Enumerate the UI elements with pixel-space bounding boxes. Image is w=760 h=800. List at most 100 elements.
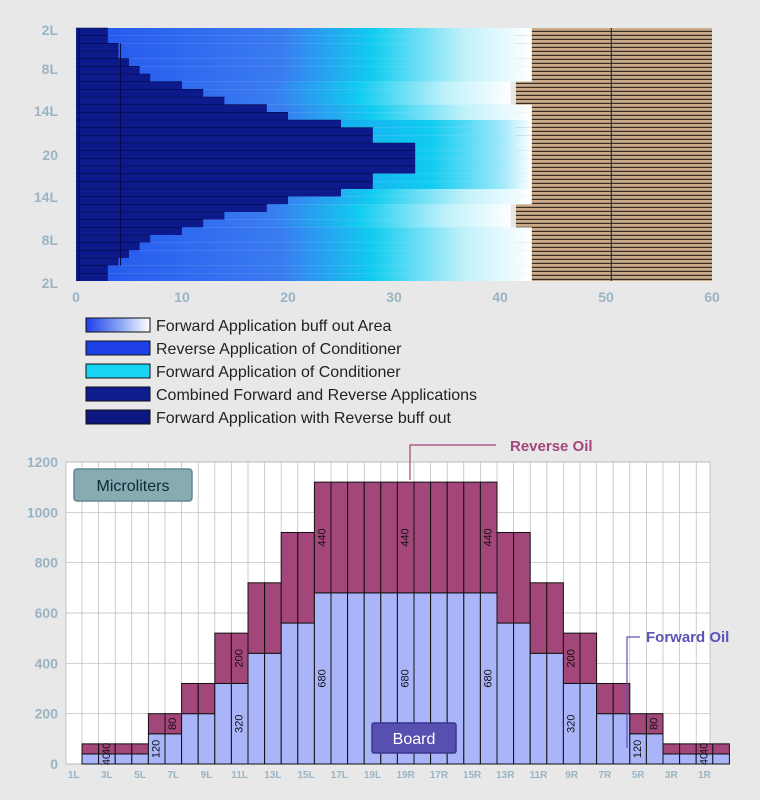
forward-oil-bar (247, 652, 266, 765)
combined-application-segment (76, 135, 373, 143)
oil-data-label: 440 (400, 528, 412, 546)
oil-x-tick: 11R (530, 770, 549, 781)
combined-application-segment (76, 112, 288, 120)
oil-y-tick: 600 (35, 605, 59, 621)
oil-x-tick: 7L (167, 770, 179, 781)
combined-application-segment (76, 166, 416, 174)
oil-data-label: 80 (167, 718, 179, 730)
reverse-oil-bar (214, 632, 232, 684)
combined-application-segment (76, 150, 416, 159)
application-row (76, 212, 511, 220)
application-y-tick: 14L (34, 189, 59, 205)
application-row (76, 242, 532, 251)
forward-oil-bar (347, 592, 365, 765)
reverse-oil-bar (297, 531, 315, 624)
forward-oil-bar (546, 652, 564, 765)
application-row (76, 112, 532, 120)
application-row (76, 104, 532, 113)
forward-oil-bar (712, 753, 730, 765)
application-row (76, 58, 532, 67)
oil-x-tick: 19L (364, 770, 381, 781)
forward-oil-bar (529, 652, 548, 765)
board-label: Board (393, 731, 436, 748)
application-y-axis: 2L 8L 14L 20 14L 8L 2L (34, 22, 59, 291)
oil-y-tick: 800 (35, 555, 59, 571)
application-row (76, 89, 511, 97)
oil-data-label: 40 (101, 743, 113, 755)
reverse-oil-bar (181, 682, 199, 715)
legend-item: Forward Application buff out Area (85, 317, 392, 335)
reverse-oil-bar (131, 743, 149, 755)
application-row (76, 196, 532, 205)
combined-application-segment (76, 196, 288, 205)
oil-bars (81, 481, 730, 765)
oil-x-tick: 5L (134, 770, 146, 781)
forward-oil-bar (513, 622, 531, 765)
reverse-oil-bar (264, 582, 282, 654)
oil-x-tick: 19R (397, 770, 416, 781)
oil-x-tick: 17R (430, 770, 449, 781)
oil-x-axis: 1L 3L 5L 7L 9L 11L 13L 15L 17L 19L 19R 17R 15R 13R 11R… (68, 770, 712, 781)
reverse-oil-bar (513, 531, 531, 624)
forward-oil-label: Forward Oil (646, 629, 729, 646)
forward-oil-bar (596, 713, 614, 765)
application-y-tick: 2L (42, 22, 59, 38)
combined-application-segment (76, 273, 108, 281)
application-row (76, 81, 511, 90)
legend-swatch (85, 386, 151, 402)
reverse-oil-bar (197, 682, 216, 715)
forward-oil-bar (164, 733, 183, 765)
application-row (76, 28, 532, 36)
forward-oil-bar (131, 753, 149, 765)
application-row (76, 219, 511, 228)
application-row (76, 43, 532, 51)
legend-swatch (85, 317, 151, 333)
oil-y-axis: 0 200 400 600 800 1000 1200 (27, 454, 58, 772)
combined-application-segment (76, 143, 416, 151)
combined-application-segment (76, 81, 182, 90)
oil-x-tick: 5R (632, 770, 646, 781)
oil-y-tick: 400 (35, 655, 59, 671)
application-y-tick: 8L (42, 61, 59, 77)
combined-application-segment (76, 104, 267, 113)
forward-oil-bar (297, 622, 315, 765)
oil-data-label: 200 (234, 649, 246, 667)
application-row (76, 273, 532, 281)
combined-application-segment (76, 35, 108, 44)
reverse-oil-bar (529, 582, 548, 654)
oil-y-tick: 0 (50, 756, 58, 772)
combined-application-segment (76, 74, 151, 82)
legend-item: Combined Forward and Reverse Application… (85, 386, 477, 404)
oil-x-tick: 7R (599, 770, 613, 781)
reverse-oil-bar (446, 481, 465, 594)
forward-oil-bar (645, 733, 664, 765)
combined-application-segment (76, 265, 108, 274)
combined-application-segment (76, 89, 204, 97)
application-y-tick: 8L (42, 232, 59, 248)
oil-x-tick: 13R (496, 770, 515, 781)
reverse-oil-bar (413, 481, 432, 594)
application-chart: 0 10 20 30 40 50 60 2L 8L 14L 20 14L 8L 2L (34, 22, 720, 305)
forward-oil-bar (496, 622, 515, 765)
application-legend: Forward Application buff out Area Reverse… (85, 317, 477, 427)
application-row (76, 66, 532, 74)
combined-application-segment (76, 189, 341, 197)
legend-label: Combined Forward and Reverse Application… (156, 387, 477, 404)
forward-oil-bar (197, 713, 216, 765)
reverse-oil-bar (81, 743, 100, 755)
forward-oil-bar (679, 753, 697, 765)
application-y-tick: 2L (42, 275, 59, 291)
oil-data-label: 80 (649, 718, 661, 730)
combined-application-segment (76, 204, 267, 212)
reverse-oil-bar (679, 743, 697, 755)
reverse-oil-bar (363, 481, 382, 594)
combined-application-segment (76, 250, 129, 258)
application-x-tick: 0 (72, 289, 80, 305)
forward-oil-bar (662, 753, 681, 765)
reverse-oil-bar (430, 481, 448, 594)
combined-application-segment (76, 66, 140, 74)
combined-application-segment (76, 212, 225, 220)
oil-data-label: 440 (317, 528, 329, 546)
